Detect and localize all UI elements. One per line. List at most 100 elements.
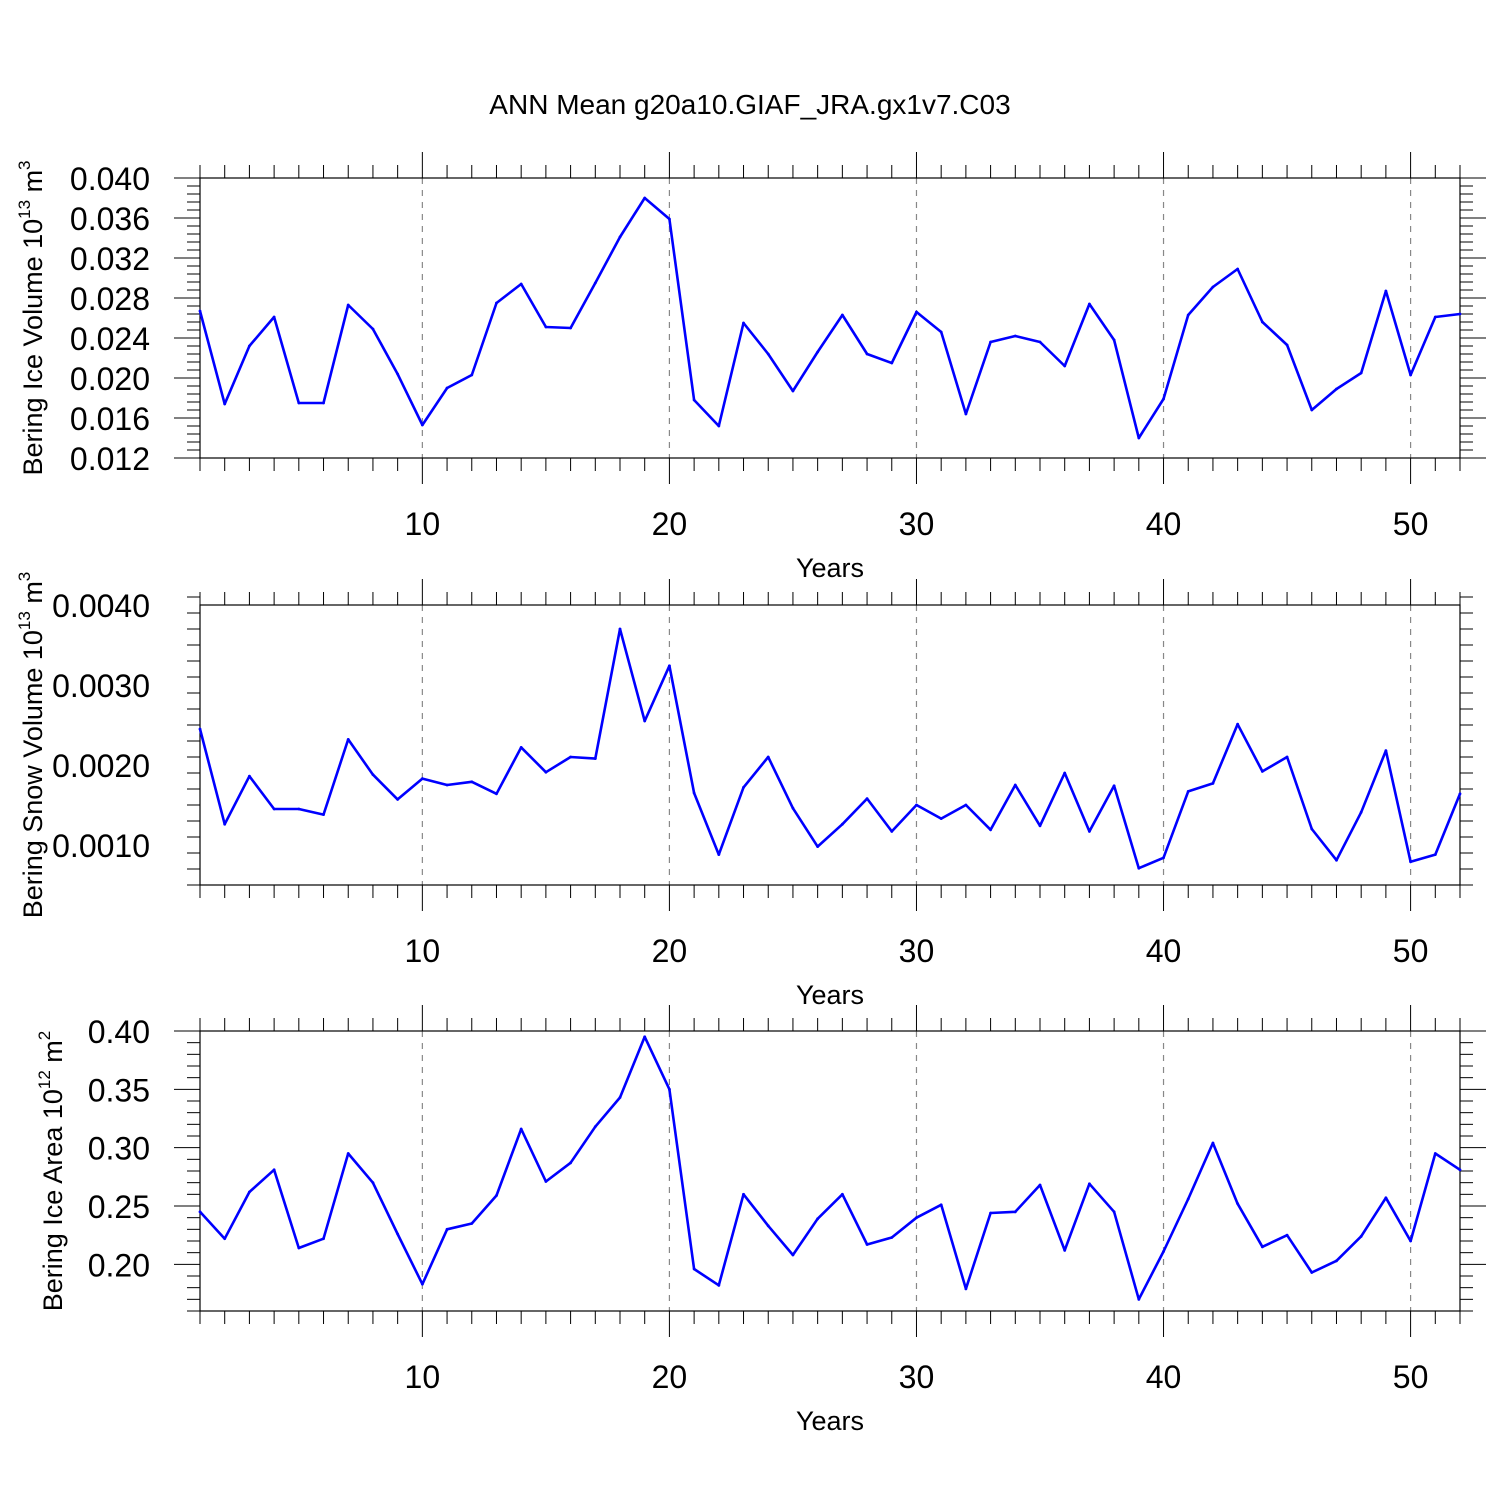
panel-2-data-point-20 xyxy=(668,664,671,668)
panel-3-data-point-42 xyxy=(1211,1141,1215,1145)
panel-1-data-point-14 xyxy=(519,282,523,286)
panel-1-xtick-label: 50 xyxy=(1393,506,1429,542)
panel-1-data-point-8 xyxy=(371,327,375,331)
panel-3-data-point-31 xyxy=(939,1203,943,1207)
panel-2-ylabel: Bering Snow Volume 1013 m3 xyxy=(15,572,48,919)
panel-2-data-point-12 xyxy=(470,780,474,784)
panel-3-data-point-2 xyxy=(223,1237,227,1241)
panel-2-data-point-22 xyxy=(717,853,721,856)
panel-1-data-point-26 xyxy=(816,350,820,354)
panel-3-ylabel: Bering Ice Area 1012 m2 xyxy=(35,1031,68,1312)
panel-2-ylabel-unit_sup: 3 xyxy=(15,572,34,581)
panel-2-data-point-49 xyxy=(1384,749,1388,752)
panel-2-xtick-label: 40 xyxy=(1146,933,1182,969)
panel-2-data-point-42 xyxy=(1211,782,1215,785)
panel-3-data-point-38 xyxy=(1112,1210,1116,1214)
panel-1-ytick-label: 0.032 xyxy=(70,241,150,277)
panel-2-data-point-21 xyxy=(692,791,696,795)
panel-1-data-point-35 xyxy=(1038,340,1042,344)
panel-1-xlabel: Years xyxy=(796,553,864,583)
panel-2-ylabel-main: Bering Snow Volume 10 xyxy=(18,630,48,918)
panel-1-data-point-46 xyxy=(1310,408,1314,412)
panel-1-ylabel-main: Bering Ice Volume 10 xyxy=(18,219,48,476)
panel-3-data-point-44 xyxy=(1260,1245,1264,1249)
panel-2-data-point-46 xyxy=(1310,827,1314,831)
panel-2-data-point-1 xyxy=(198,727,202,731)
panel-1-data-point-29 xyxy=(890,361,894,365)
panel-2-data-point-45 xyxy=(1285,755,1289,759)
panel-3-xtick-label: 50 xyxy=(1393,1359,1429,1395)
panel-1-data-point-37 xyxy=(1088,302,1091,306)
panel-1-ytick-label: 0.012 xyxy=(70,441,150,477)
panel-2-data-point-34 xyxy=(1013,783,1017,787)
panel-3-data-point-28 xyxy=(865,1243,869,1246)
panel-1-data-point-50 xyxy=(1409,373,1412,377)
panel-3-data-point-52 xyxy=(1458,1168,1462,1172)
panel-1-data-point-52 xyxy=(1458,312,1462,316)
panel-1-data-point-4 xyxy=(272,315,276,319)
panel-3-data-point-17 xyxy=(593,1125,597,1129)
panel-1: 10 20 30 40 50 0.012 0.016 0.020 0.024 0.028 0.032… xyxy=(15,152,1486,583)
panel-2-data-point-31 xyxy=(939,817,943,820)
panel-1-data-point-30 xyxy=(915,310,918,314)
panel-1-data-point-18 xyxy=(618,235,622,239)
panel-1-data-point-27 xyxy=(840,313,844,317)
panel-1-data-point-33 xyxy=(989,340,992,344)
panel-1-ytick-label: 0.020 xyxy=(70,361,150,397)
panel-3-ylabel-unit_sup: 2 xyxy=(35,1031,54,1040)
panel-1-data-point-48 xyxy=(1359,371,1363,375)
panel-3-data-point-1 xyxy=(198,1210,202,1214)
panel-2-series-line xyxy=(198,627,1462,870)
panel-3-xtick-label: 10 xyxy=(405,1359,441,1395)
panel-3-data-point-8 xyxy=(371,1181,375,1185)
panel-3-data-point-40 xyxy=(1162,1250,1165,1253)
panel-1-data-point-39 xyxy=(1137,436,1141,440)
panel-1-data-point-49 xyxy=(1384,289,1388,293)
panel-3-ylabel-unit: m xyxy=(38,1040,68,1070)
panel-2-data-point-52 xyxy=(1458,792,1462,796)
panel-2-data-point-48 xyxy=(1359,810,1363,814)
panel-2-data-point-2 xyxy=(223,822,227,826)
panel-3-data-point-48 xyxy=(1359,1234,1363,1238)
panel-1-data-point-5 xyxy=(297,401,301,405)
panel-1-xtick-label: 10 xyxy=(405,506,441,542)
panel-1-data-point-44 xyxy=(1260,320,1264,324)
panel-2-xtick-label: 50 xyxy=(1393,933,1429,969)
panel-2-data-point-35 xyxy=(1038,824,1042,828)
panel-1-data-point-19 xyxy=(643,196,647,200)
panel-3-xtick-label: 40 xyxy=(1146,1359,1182,1395)
panel-2-xlabel: Years xyxy=(796,980,864,1010)
panel-3-data-point-7 xyxy=(346,1152,350,1155)
panel-3-data-point-26 xyxy=(816,1217,820,1221)
panel-3-data-point-30 xyxy=(915,1216,918,1220)
panel-2-data-point-7 xyxy=(346,738,350,741)
panel-2-data-point-29 xyxy=(890,830,894,833)
panel-1-data-point-24 xyxy=(766,352,770,356)
panel-1-data-point-34 xyxy=(1013,334,1017,338)
panel-2-data-point-6 xyxy=(322,813,325,816)
panel-2-data-point-23 xyxy=(742,786,745,789)
panel-2-data-point-26 xyxy=(816,845,820,848)
panel-2-data-point-3 xyxy=(248,774,251,778)
panel-1-data-point-3 xyxy=(248,344,251,348)
panel-3-data-point-18 xyxy=(618,1096,622,1099)
panel-3-data-point-20 xyxy=(668,1087,671,1091)
panel-3-data-point-33 xyxy=(989,1211,992,1215)
panel-2-data-point-14 xyxy=(519,746,523,749)
panel-2-data-point-43 xyxy=(1236,722,1240,726)
panel-2-data-point-17 xyxy=(593,757,597,760)
panel-1-ylabel-unit: m xyxy=(18,170,48,200)
panel-2-data-point-19 xyxy=(643,719,647,723)
panel-3-data-point-36 xyxy=(1063,1248,1067,1252)
panel-2-data-point-40 xyxy=(1162,856,1165,860)
panel-2-axes-frame xyxy=(199,604,1461,886)
panel-2-data-point-41 xyxy=(1186,790,1190,793)
panel-3-series-line xyxy=(199,1035,1461,1301)
panel-3: 10 20 30 40 50 0.20 0.25 0.30 0.35 0.40 Years Berin… xyxy=(35,1005,1486,1436)
panel-1-data-point-51 xyxy=(1433,315,1437,319)
panel-3-data-point-19 xyxy=(643,1035,647,1039)
panel-1-data-point-23 xyxy=(742,321,745,325)
panel-1-data-point-17 xyxy=(593,281,597,285)
